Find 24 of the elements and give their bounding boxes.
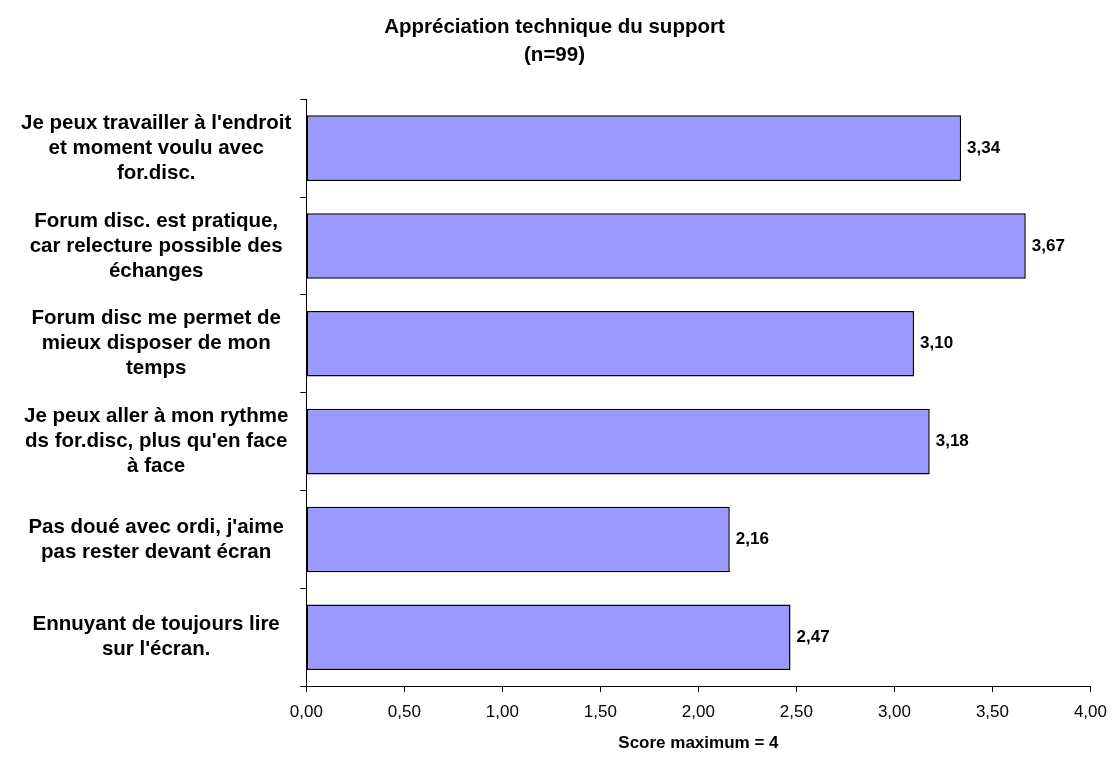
y-tick-label: Pas doué avec ordi, j'aime pas rester devant écran — [28, 513, 284, 562]
x-tick-label: 0,50 — [387, 702, 421, 722]
x-axis-title: Score maximum = 4 — [618, 733, 780, 753]
y-tick-label: Je peux aller à mon rythme ds for.disc, plus qu'en face à face — [24, 403, 289, 477]
x-tick-label: 3,00 — [877, 702, 911, 722]
chart-subtitle: (n=99) — [524, 41, 585, 65]
x-tick-label: 2,00 — [681, 702, 715, 722]
data-label: 2,16 — [735, 529, 769, 549]
data-label: 3,10 — [920, 333, 954, 353]
data-label: 2,47 — [796, 626, 830, 646]
y-tick-label: Forum disc me permet de mieux disposer de mon temps — [31, 305, 281, 379]
data-label: 3,34 — [967, 137, 1001, 157]
x-tick-label: 1,00 — [485, 702, 519, 722]
data-label: 3,67 — [1031, 235, 1065, 255]
x-tick-label: 0,00 — [289, 702, 323, 722]
data-label: 3,18 — [935, 431, 969, 451]
x-tick-label: 1,50 — [583, 702, 617, 722]
y-tick-label: Forum disc. est pratique, car relecture possible des échanges — [29, 207, 283, 281]
chart-title: Appréciation technique du support — [384, 13, 725, 37]
x-tick-label: 2,50 — [779, 702, 813, 722]
y-tick-label: Je peux travailler à l'endroit et moment voulu avec for.disc. — [21, 109, 292, 183]
y-tick-label: Ennuyant de toujours lire sur l'écran. — [32, 611, 280, 660]
x-tick-label: 4,00 — [1073, 702, 1107, 722]
x-tick-label: 3,50 — [975, 702, 1009, 722]
